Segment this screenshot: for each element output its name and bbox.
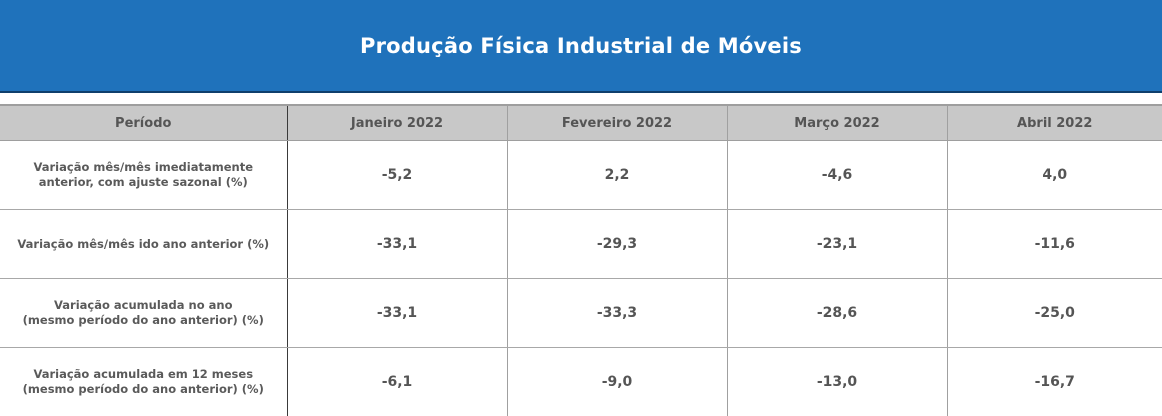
header-month: Janeiro 2022: [287, 105, 507, 141]
table-row: Variação acumulada no ano (mesmo período…: [0, 279, 1162, 348]
table-row: Variação mês/mês ido ano anterior (%) -3…: [0, 210, 1162, 279]
row-label: Variação acumulada no ano (mesmo período…: [0, 279, 287, 348]
header-row: Período Janeiro 2022 Fevereiro 2022 Març…: [0, 105, 1162, 141]
table-title: Produção Física Industrial de Móveis: [360, 34, 802, 58]
title-banner: Produção Física Industrial de Móveis: [0, 0, 1162, 93]
row-label: Variação mês/mês imediatamente anterior,…: [0, 141, 287, 210]
data-table: Período Janeiro 2022 Fevereiro 2022 Març…: [0, 104, 1162, 416]
cell-value: -33,1: [287, 279, 507, 348]
cell-value: -5,2: [287, 141, 507, 210]
cell-value: -25,0: [947, 279, 1162, 348]
header-month: Abril 2022: [947, 105, 1162, 141]
header-period: Período: [0, 105, 287, 141]
cell-value: -33,3: [507, 279, 727, 348]
cell-value: 2,2: [507, 141, 727, 210]
cell-value: -33,1: [287, 210, 507, 279]
row-label: Variação mês/mês ido ano anterior (%): [0, 210, 287, 279]
cell-value: -13,0: [727, 348, 947, 416]
header-month: Março 2022: [727, 105, 947, 141]
table-row: Variação acumulada em 12 meses (mesmo pe…: [0, 348, 1162, 416]
header-month: Fevereiro 2022: [507, 105, 727, 141]
cell-value: -6,1: [287, 348, 507, 416]
cell-value: -9,0: [507, 348, 727, 416]
cell-value: 4,0: [947, 141, 1162, 210]
row-label: Variação acumulada em 12 meses (mesmo pe…: [0, 348, 287, 416]
cell-value: -16,7: [947, 348, 1162, 416]
table-row: Variação mês/mês imediatamente anterior,…: [0, 141, 1162, 210]
cell-value: -4,6: [727, 141, 947, 210]
cell-value: -23,1: [727, 210, 947, 279]
cell-value: -28,6: [727, 279, 947, 348]
cell-value: -11,6: [947, 210, 1162, 279]
cell-value: -29,3: [507, 210, 727, 279]
